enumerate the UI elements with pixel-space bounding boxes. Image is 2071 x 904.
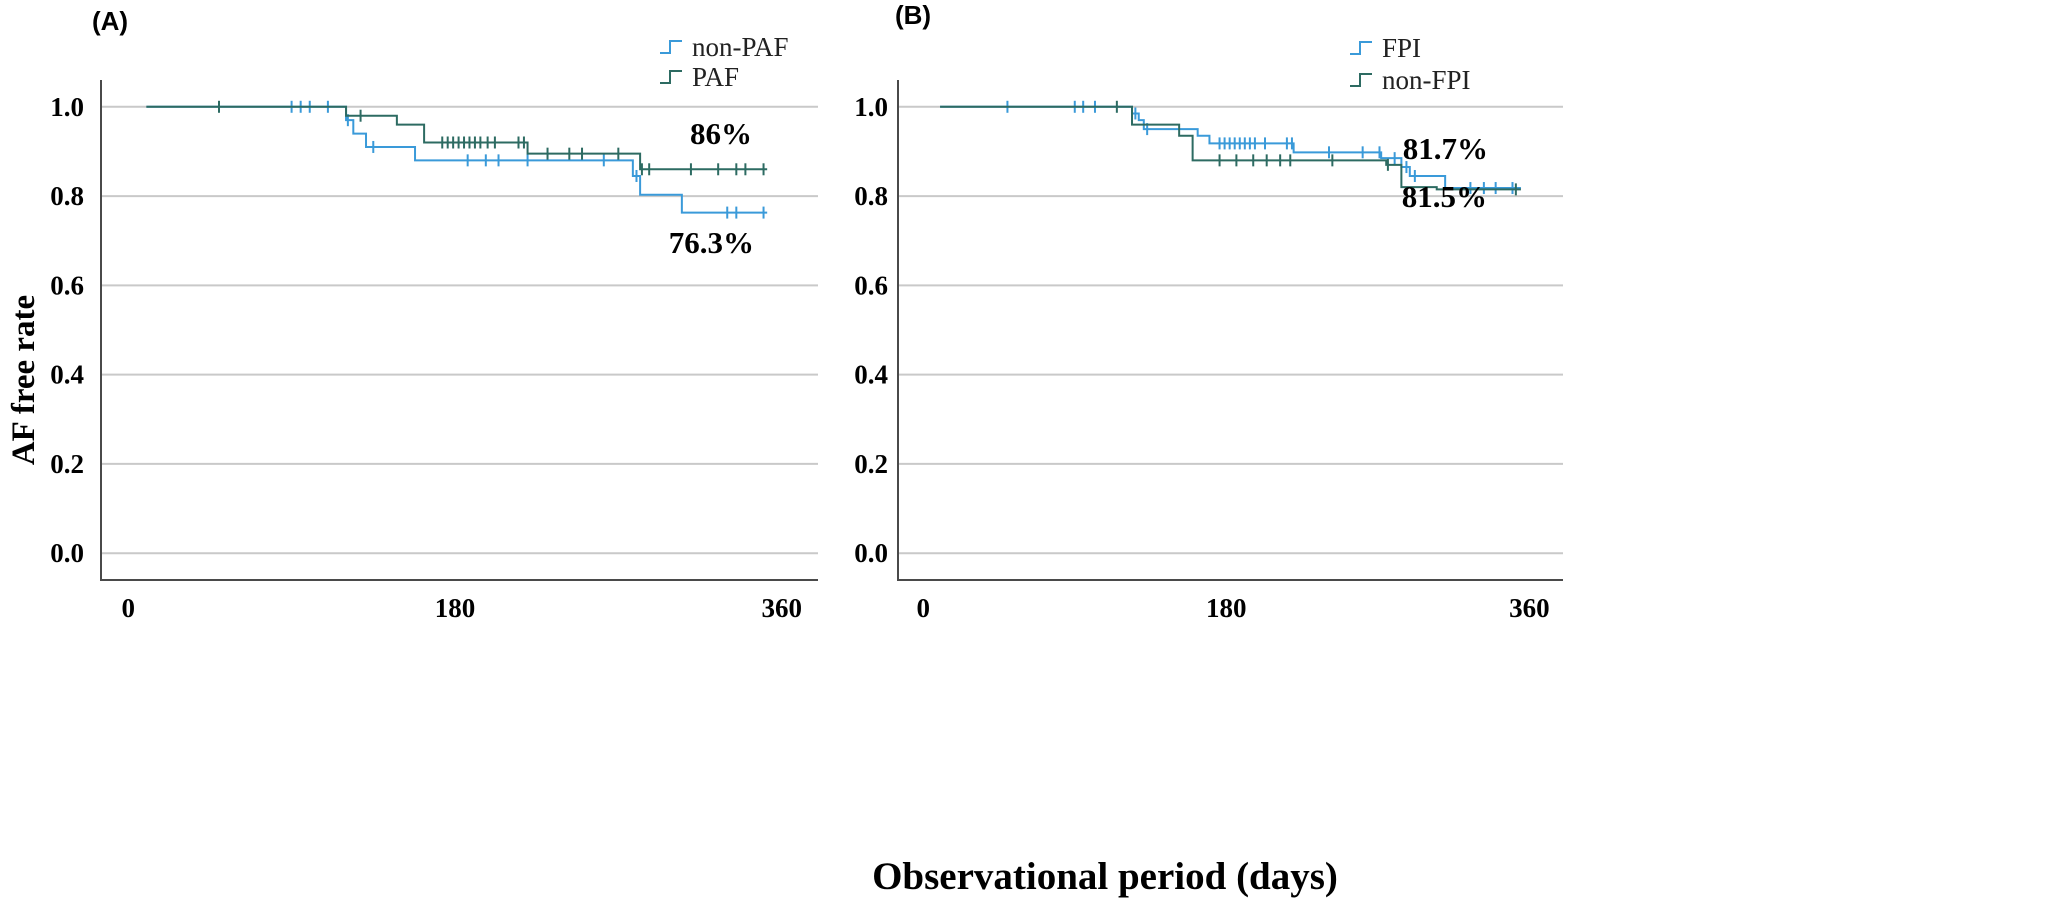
x-tick-label: 180: [435, 593, 476, 623]
km-line-fpi: [940, 105, 1521, 190]
end-label-fpi: 81.7%: [1403, 131, 1488, 166]
x-tick-label: 180: [1206, 593, 1247, 623]
legend-label-non-fpi: non-FPI: [1382, 65, 1471, 95]
x-tick-label: 0: [917, 593, 931, 623]
y-tick-label: 0.6: [854, 270, 888, 300]
x-axis-title: Observational period (days): [872, 855, 1338, 898]
km-line-non-paf: [146, 105, 768, 214]
legend-label-fpi: FPI: [1382, 33, 1421, 63]
legend-swatch-non-fpi: [1350, 73, 1372, 87]
end-label-paf: 86%: [690, 116, 752, 151]
y-tick-label: 0.2: [854, 449, 888, 479]
x-tick-label: 360: [761, 593, 802, 623]
legend-swatch-fpi: [1350, 41, 1372, 55]
legend-label-non-paf: non-PAF: [692, 32, 789, 62]
y-axis-title: AF free rate: [6, 295, 42, 465]
axes: [100, 80, 818, 581]
end-label-non-fpi: 81.5%: [1402, 179, 1487, 214]
y-tick-label: 0.6: [50, 270, 84, 300]
end-label-non-paf: 76.3%: [669, 225, 754, 260]
y-tick-label: 0.4: [854, 360, 888, 390]
y-tick-label: 0.8: [50, 181, 84, 211]
x-tick-label: 0: [121, 593, 135, 623]
legend-label-paf: PAF: [692, 62, 739, 92]
panel-b: (B) 0.0 0.2 0.4 0.6 0.8 1.0 0 180 360 81.7% FPI 81.5…: [854, 0, 1563, 623]
y-tick-label: 1.0: [50, 92, 84, 122]
legend-swatch-non-paf: [660, 40, 682, 54]
panel-a: (A) 0.0 0.2 0.4 0.6 0.8 1.0 0 180 360 76.3% non-PAF…: [50, 6, 818, 623]
panel-label: (A): [92, 6, 128, 36]
y-tick-label: 0.0: [50, 538, 84, 568]
y-tick-label: 0.8: [854, 181, 888, 211]
y-tick-label: 0.4: [50, 360, 84, 390]
axes: [897, 80, 1563, 581]
y-tick-label: 1.0: [854, 92, 888, 122]
km-line-paf: [146, 105, 768, 171]
legend-swatch-paf: [660, 70, 682, 84]
y-tick-label: 0.2: [50, 449, 84, 479]
x-tick-label: 360: [1509, 593, 1550, 623]
panel-label: (B): [895, 0, 931, 30]
y-tick-label: 0.0: [854, 538, 888, 568]
